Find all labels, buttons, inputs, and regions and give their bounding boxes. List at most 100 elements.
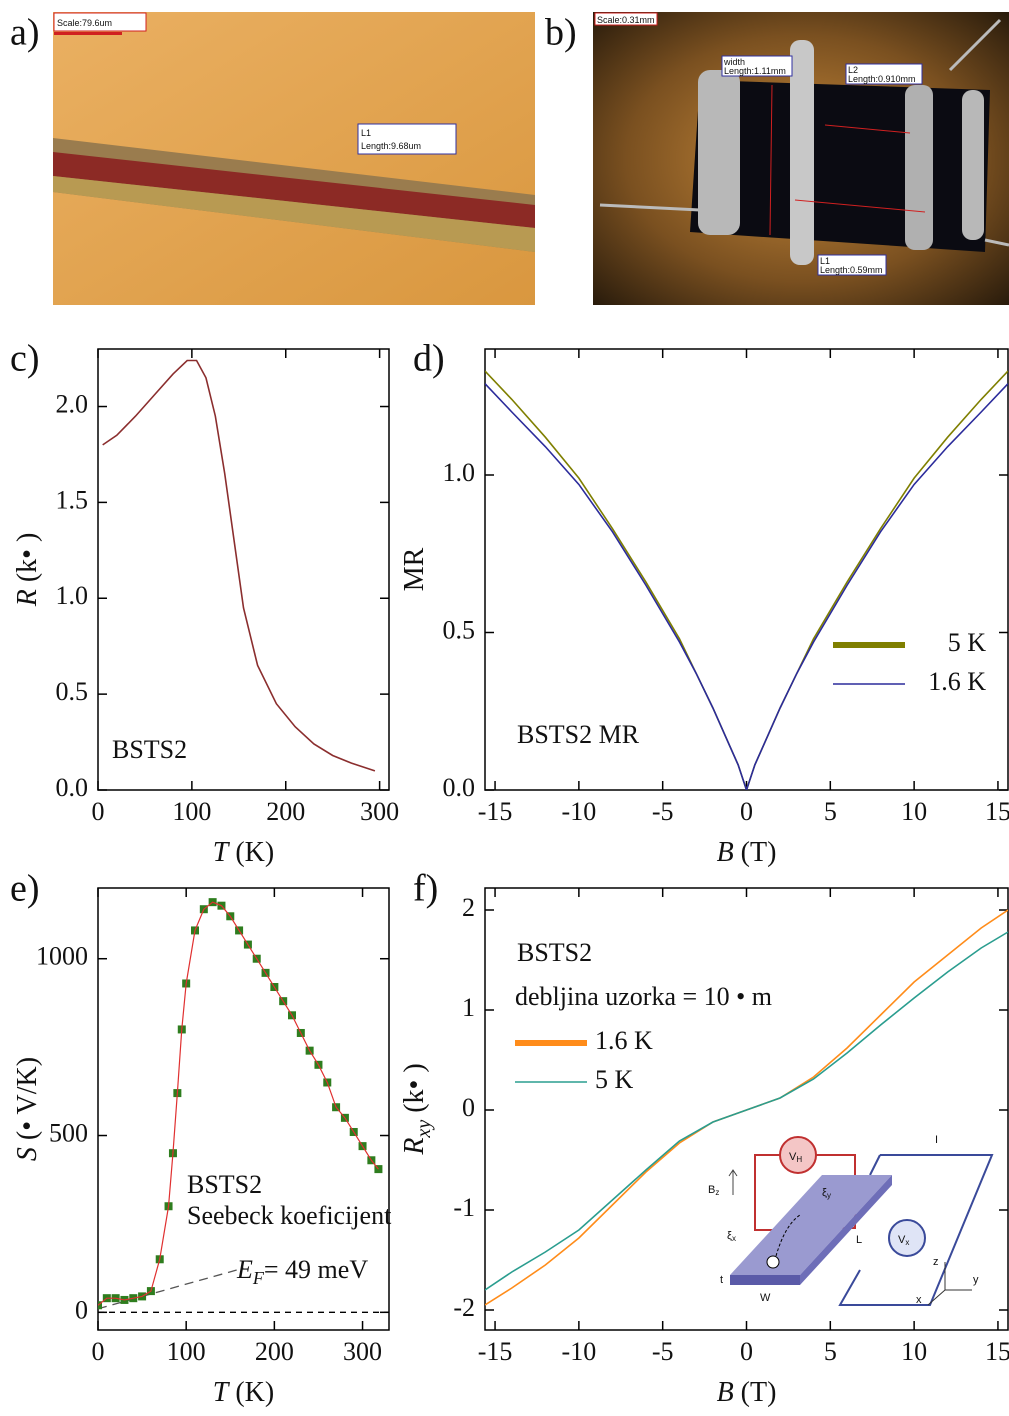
inset-diagram: VH I Vx Bz ξy ξx L W t z y x xyxy=(708,1134,994,1306)
y-axis-label-part: MR xyxy=(399,547,430,591)
y-tick-label: 1 xyxy=(462,993,475,1022)
panel-label: c) xyxy=(10,338,40,380)
x-axis-label: T (K) xyxy=(213,837,274,868)
panel-label: b) xyxy=(545,12,577,54)
y-tick-label: 0.0 xyxy=(56,773,89,802)
panel-label: e) xyxy=(10,868,40,910)
photo-label: Scale:0.31mm xyxy=(597,15,655,25)
y-tick-label: -1 xyxy=(453,1193,475,1222)
y-axis-label-part: R xyxy=(12,589,43,607)
x-tick-label: 10 xyxy=(901,797,927,826)
annotation: BSTS2 xyxy=(187,1170,262,1199)
annotation: Seebeck koeficijent xyxy=(187,1201,392,1230)
x-tick-label: 200 xyxy=(255,1337,294,1366)
x-axis-label: T (K) xyxy=(213,1377,274,1408)
y-tick-label: 1.0 xyxy=(443,458,476,487)
panel-label: f) xyxy=(413,868,438,910)
y-tick-label: 2.0 xyxy=(56,389,89,418)
data-line xyxy=(102,359,376,772)
legend-label: 1.6 K xyxy=(595,1026,653,1055)
plot-frame xyxy=(97,887,390,1331)
y-tick-label: 1.0 xyxy=(56,581,89,610)
y-tick-label: 0 xyxy=(462,1093,475,1122)
y-axis-label-part: R xyxy=(399,1138,430,1156)
x-tick-label: -5 xyxy=(652,797,674,826)
y-axis-label: R (k• ) xyxy=(12,533,43,608)
x-axis-label-part: T xyxy=(213,1377,231,1408)
y-axis-label: S (• V/K) xyxy=(12,1057,43,1161)
x-axis-label-part: (T) xyxy=(734,837,777,868)
annotation-part: F xyxy=(252,1268,265,1288)
x-axis-label-part: (K) xyxy=(228,837,274,868)
fit-line xyxy=(97,1267,244,1310)
photo-label: L2 xyxy=(848,65,858,75)
x-axis-label-part: B xyxy=(717,1377,734,1408)
photo-label: width xyxy=(723,57,745,67)
inset-label: ξx xyxy=(727,1230,736,1243)
x-tick-label: 5 xyxy=(824,797,837,826)
data-line xyxy=(98,901,379,1306)
y-axis-label-part: S xyxy=(12,1147,43,1161)
inset-label: VH xyxy=(789,1151,802,1164)
x-tick-label: -10 xyxy=(562,797,597,826)
y-tick-label: -2 xyxy=(453,1293,475,1322)
y-tick-label: 2 xyxy=(462,893,475,922)
y-tick-label: 0.0 xyxy=(443,773,476,802)
annotation: debljina uzorka = 10 • m xyxy=(515,982,772,1011)
photo-b: Scale:0.31mm width Length:1.11mm L2 Leng… xyxy=(593,12,1009,305)
y-tick-label: 1000 xyxy=(36,942,88,971)
y-tick-label: 500 xyxy=(49,1118,88,1147)
x-tick-label: 0 xyxy=(92,797,105,826)
x-tick-label: 100 xyxy=(167,1337,206,1366)
inset-label: W xyxy=(760,1292,771,1304)
data-line xyxy=(485,909,1008,1306)
y-axis-label: Rxy (k• ) xyxy=(399,1063,434,1155)
y-axis-label: MR xyxy=(399,547,430,591)
inset-label: t xyxy=(720,1274,723,1286)
x-axis-label-part: (K) xyxy=(228,1377,274,1408)
data-line xyxy=(485,370,1008,790)
y-axis-label-part: (k• ) xyxy=(399,1063,430,1119)
x-tick-label: 200 xyxy=(266,797,305,826)
photo-label: Length:0.59mm xyxy=(820,265,883,275)
photo-label: Length:0.910mm xyxy=(848,74,916,84)
x-axis-label: B (T) xyxy=(717,837,777,868)
data-point xyxy=(98,1301,102,1310)
y-axis-label-part: (k• ) xyxy=(12,533,43,589)
x-tick-label: -15 xyxy=(478,1337,513,1366)
x-tick-label: 0 xyxy=(92,1337,105,1366)
inset-label: I xyxy=(935,1134,938,1146)
inset-label: ξy xyxy=(822,1187,831,1200)
x-tick-label: 0 xyxy=(740,797,753,826)
annotation: BSTS2 MR xyxy=(517,720,640,749)
x-tick-label: 10 xyxy=(901,1337,927,1366)
x-tick-label: -15 xyxy=(478,797,513,826)
legend-label: 5 K xyxy=(595,1065,634,1094)
annotation: EF= 49 meV xyxy=(236,1255,368,1288)
inset-label: Bz xyxy=(708,1184,719,1197)
plot-frame xyxy=(484,887,1009,1331)
y-tick-label: 0.5 xyxy=(56,677,89,706)
photo-label: Scale:79.6um xyxy=(57,18,112,28)
inset-label: y xyxy=(973,1274,979,1286)
inset-label: z xyxy=(933,1256,939,1268)
x-tick-label: -5 xyxy=(652,1337,674,1366)
photo-label: L1 xyxy=(820,256,830,266)
y-axis-label-part: xy xyxy=(413,1120,435,1139)
data-line xyxy=(485,383,1008,790)
y-tick-label: 0 xyxy=(75,1295,88,1324)
annotation: BSTS2 xyxy=(112,735,187,764)
annotation-part: E xyxy=(236,1255,253,1284)
legend-label: 1.6 K xyxy=(928,667,986,696)
x-tick-label: 300 xyxy=(343,1337,382,1366)
inset-label: Vx xyxy=(898,1234,909,1247)
x-axis-label: B (T) xyxy=(717,1377,777,1408)
photo-label: L1 xyxy=(361,128,371,138)
annotation: BSTS2 xyxy=(517,938,592,967)
x-axis-label-part: B xyxy=(717,837,734,868)
inset-label: L xyxy=(856,1234,862,1246)
photo-a: Scale:79.6um L1 Length:9.68um xyxy=(53,12,535,305)
x-tick-label: 15 xyxy=(985,797,1009,826)
